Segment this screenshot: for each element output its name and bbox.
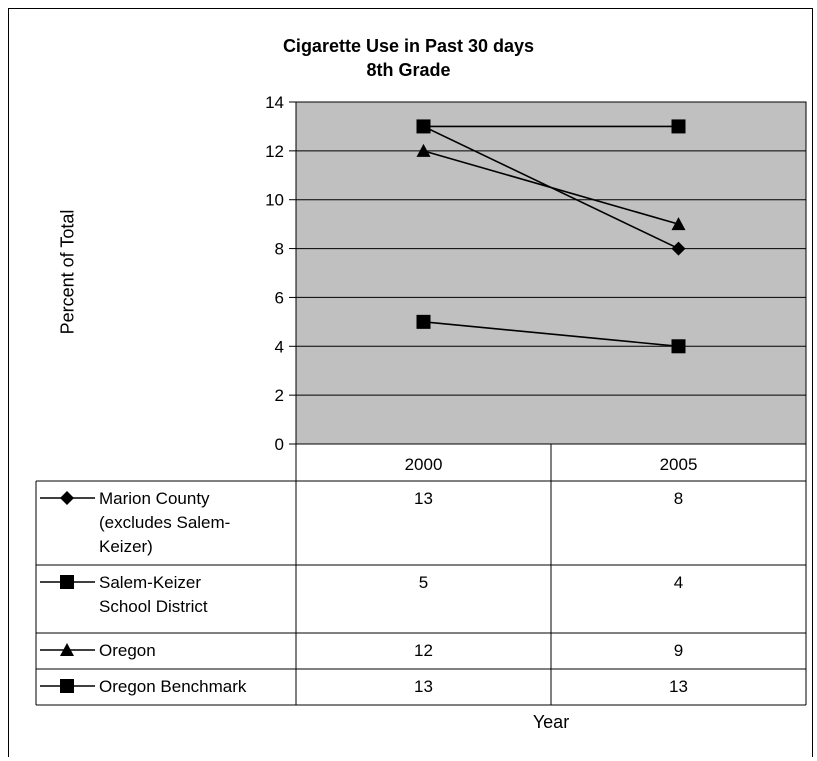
y-tick-label: 12 [265,142,284,161]
chart-title: Cigarette Use in Past 30 days [282,36,535,56]
series-line [423,321,679,348]
legend-label: Keizer) [99,537,153,556]
legend-label: Oregon Benchmark [99,677,247,696]
data-point [671,217,686,231]
legend-key-marker [60,491,74,505]
data-point [671,339,686,354]
data-point [671,119,686,134]
y-tick-label: 2 [275,386,284,405]
legend-label: Salem-Keizer [99,573,201,592]
chart-subtitle: 8th Grade [366,60,451,80]
data-label: 13 [414,677,433,696]
legend-label: Marion County [99,489,210,508]
y-tick-label: 0 [275,435,284,454]
x-axis-label: Year [532,712,570,732]
data-label: 9 [674,641,683,660]
legend-label: School District [99,597,208,616]
plot-area [295,101,807,445]
y-tick-label: 4 [275,337,284,356]
data-label: 13 [669,677,688,696]
legend-key-marker [60,679,74,693]
legend-key-marker [60,643,74,656]
legend-label: Oregon [99,641,156,660]
y-tick-label: 6 [275,288,284,307]
series-line [423,150,679,225]
data-point [416,314,431,329]
data-label: 13 [414,489,433,508]
data-point [416,119,431,134]
legend-key-marker [60,575,74,589]
chart-frame [8,8,813,757]
y-tick-label: 8 [275,240,284,259]
x-tick-label: 2000 [405,455,443,474]
data-label: 4 [674,573,683,592]
y-tick-label: 14 [265,93,284,112]
data-point [416,143,431,157]
y-tick-label: 10 [265,191,284,210]
x-tick-label: 2005 [660,455,698,474]
data-label: 8 [674,489,683,508]
data-label: 5 [419,573,428,592]
data-label: 12 [414,641,433,660]
legend-label: (excludes Salem- [99,513,230,532]
data-point [671,241,686,256]
